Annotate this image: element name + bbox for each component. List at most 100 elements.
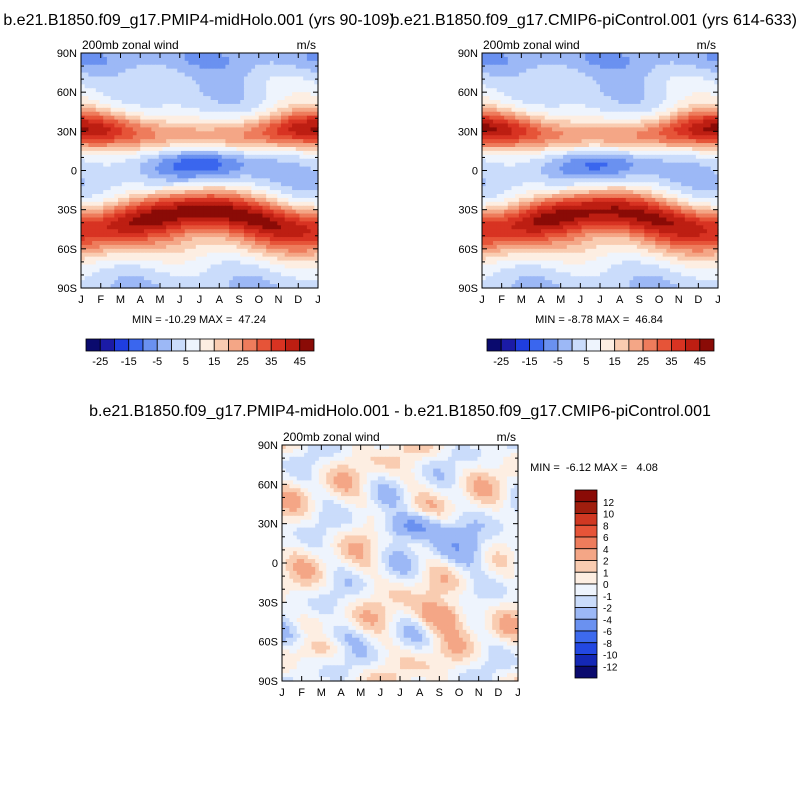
field-cell [214, 127, 219, 132]
field-cell [522, 96, 527, 101]
field-cell [251, 186, 256, 191]
field-cell [221, 158, 227, 164]
field-cell [195, 56, 201, 62]
field-cell [84, 244, 89, 250]
field-cell [118, 76, 123, 82]
field-cell [280, 166, 286, 172]
field-cell [555, 107, 561, 113]
field-cell [206, 241, 212, 246]
field-cell [173, 229, 178, 234]
field-cell [114, 119, 119, 125]
field-cell [295, 205, 301, 211]
field-cell [507, 115, 513, 121]
field-cell [180, 221, 186, 226]
field-cell [203, 221, 208, 226]
field-cell [518, 72, 524, 78]
field-cell [258, 60, 264, 66]
field-cell [155, 186, 160, 191]
field-cell [640, 84, 645, 89]
field-cell [662, 100, 667, 105]
field-cell [180, 280, 186, 285]
field-cell [121, 68, 127, 74]
field-cell [255, 143, 260, 148]
field-cell [229, 178, 234, 183]
field-cell [574, 68, 579, 74]
field-cell [199, 76, 204, 82]
field-cell [603, 68, 608, 74]
field-cell [659, 100, 664, 105]
field-cell [225, 225, 230, 230]
field-cell [188, 135, 193, 140]
field-cell [699, 96, 704, 101]
field-cell [292, 100, 297, 105]
field-cell [258, 233, 264, 238]
field-cell [585, 88, 590, 93]
field-cell [266, 244, 271, 250]
field-cell [192, 268, 197, 273]
field-cell [243, 80, 249, 85]
field-cell [225, 103, 230, 109]
field-cell [169, 92, 175, 97]
field-cell [269, 244, 275, 250]
field-cell [166, 56, 171, 62]
field-cell [699, 88, 704, 93]
field-cell [95, 107, 101, 113]
field-cell [236, 252, 241, 258]
field-cell [206, 280, 212, 285]
field-cell [118, 150, 123, 156]
field-cell [500, 96, 505, 101]
field-cell [611, 56, 616, 62]
field-cell [625, 84, 631, 89]
field-cell [306, 147, 312, 152]
field-cell [121, 103, 127, 109]
field-cell [496, 103, 502, 109]
field-cell [714, 100, 719, 105]
field-cell [596, 64, 601, 70]
field-cell [636, 92, 642, 97]
field-cell [644, 103, 649, 109]
field-cell [493, 80, 498, 85]
field-cell [184, 100, 189, 105]
field-cell [155, 252, 160, 258]
field-cell [184, 64, 189, 70]
field-cell [99, 88, 104, 93]
field-cell [129, 76, 134, 82]
field-cell [184, 92, 189, 97]
field-cell [147, 217, 152, 223]
field-cell [192, 256, 197, 262]
field-cell [188, 276, 193, 281]
field-cell [240, 80, 245, 85]
field-cell [173, 174, 178, 179]
field-cell [121, 166, 127, 172]
field-cell [240, 139, 245, 144]
field-cell [177, 190, 182, 195]
field-cell [647, 80, 653, 85]
field-cell [218, 225, 223, 230]
field-cell [563, 107, 568, 113]
field-cell [273, 131, 278, 136]
colorbar-label: 25 [237, 356, 249, 368]
field-cell [251, 162, 256, 168]
field-cell [88, 201, 93, 207]
field-cell [92, 143, 97, 148]
field-cell [280, 88, 286, 93]
field-cell [180, 264, 186, 270]
field-cell [143, 186, 149, 191]
field-cell [666, 72, 671, 78]
field-cell [188, 166, 193, 172]
field-cell [496, 72, 502, 78]
field-cell [81, 119, 86, 125]
field-cell [714, 64, 719, 70]
field-cell [566, 64, 572, 70]
field-cell [563, 103, 568, 109]
field-cell [266, 68, 271, 74]
field-cell [114, 217, 119, 223]
field-cell [121, 194, 127, 199]
field-cell [88, 150, 93, 156]
field-cell [155, 72, 160, 78]
field-cell [625, 92, 631, 97]
field-cell [125, 64, 130, 70]
field-cell [666, 68, 671, 74]
field-cell [140, 244, 145, 250]
field-cell [166, 217, 171, 223]
